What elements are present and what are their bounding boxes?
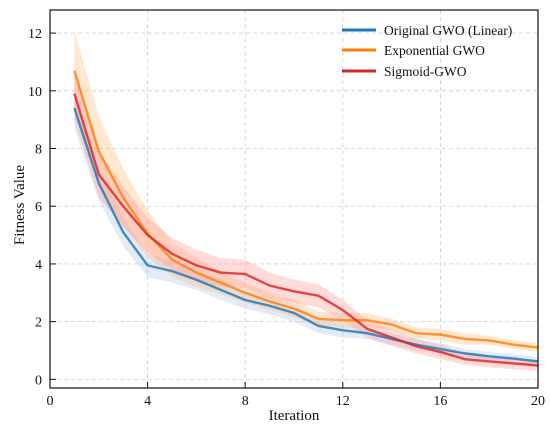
y-tick-label: 0	[35, 373, 42, 388]
plot-frame	[49, 9, 539, 389]
y-axis-label: Fitness Value	[12, 165, 28, 245]
x-tick-label: 20	[531, 394, 545, 409]
y-tick-label: 12	[28, 27, 42, 42]
series-lines	[73, 70, 539, 367]
y-tick-label: 2	[35, 316, 42, 331]
y-tick-label: 10	[28, 85, 42, 100]
legend-item-exponential-gwo: Exponential GWO	[342, 43, 485, 58]
axis-ticks: 0 4 8 12 16 20 0 2 4 6 8 10 12	[28, 27, 545, 409]
confidence-bands	[74, 30, 539, 372]
x-tick-label: 0	[47, 394, 54, 409]
x-axis-label: Iteration	[269, 408, 320, 424]
y-tick-label: 8	[35, 143, 42, 158]
series-line-original-gwo	[73, 107, 539, 363]
series-line-sigmoid-gwo	[73, 93, 539, 367]
legend-label-exponential-gwo: Exponential GWO	[384, 43, 485, 58]
legend-label-original-gwo: Original GWO (Linear)	[384, 23, 512, 38]
x-tick-label: 8	[242, 394, 249, 409]
band-exponential-gwo	[74, 30, 539, 352]
legend: Original GWO (Linear) Exponential GWO Si…	[342, 23, 512, 79]
x-tick-label: 4	[144, 394, 151, 409]
x-tick-label: 16	[433, 394, 447, 409]
legend-item-original-gwo: Original GWO (Linear)	[342, 23, 512, 38]
y-tick-label: 6	[35, 200, 42, 215]
legend-item-sigmoid-gwo: Sigmoid-GWO	[342, 64, 467, 79]
legend-label-sigmoid-gwo: Sigmoid-GWO	[384, 64, 467, 79]
x-tick-label: 12	[336, 394, 350, 409]
y-tick-label: 4	[35, 258, 42, 273]
